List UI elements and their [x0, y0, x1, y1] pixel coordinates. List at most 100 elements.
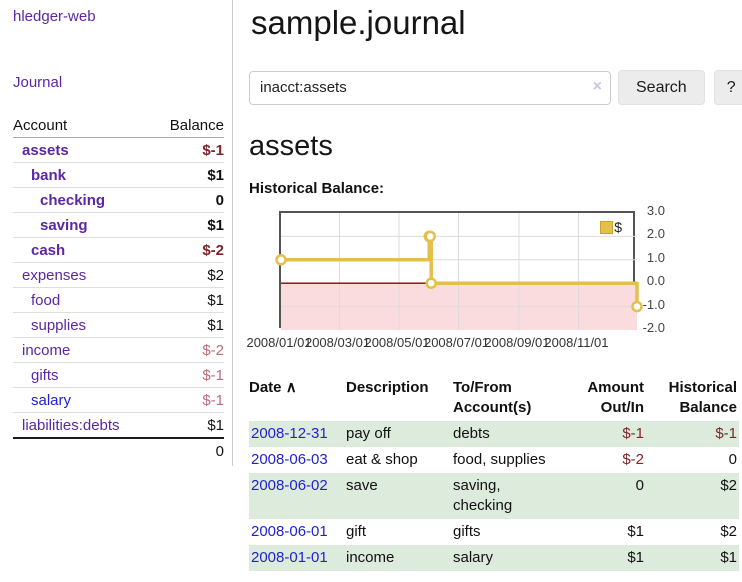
account-balance: $2 — [207, 267, 224, 284]
account-link-food[interactable]: food — [31, 292, 61, 309]
transaction-balance: $2 — [720, 523, 737, 540]
register-table: Date ∧ Description To/From Account(s) Am… — [249, 375, 739, 571]
account-row: assets $-1 — [13, 138, 224, 163]
account-balance: $1 — [207, 167, 224, 184]
transaction-date-link[interactable]: 2008-12-31 — [251, 425, 328, 442]
account-balance: $-1 — [202, 392, 224, 409]
account-link-supplies[interactable]: supplies — [31, 317, 87, 334]
register-row: 2008-01-01 income salary $1 $1 — [249, 545, 739, 571]
accounts-column-header: To/From Account(s) — [453, 379, 532, 416]
account-link-income[interactable]: income — [22, 342, 71, 359]
register-header-row: Date ∧ Description To/From Account(s) Am… — [249, 375, 739, 421]
transaction-balance: $2 — [720, 477, 737, 494]
chart-legend: $ — [600, 219, 622, 235]
account-link-expenses[interactable]: expenses — [22, 267, 87, 284]
transaction-date-link[interactable]: 2008-06-01 — [251, 523, 328, 540]
account-balance: $1 — [207, 317, 224, 334]
sidebar-nav: Journal — [13, 74, 224, 92]
account-row: liabilities:debts $1 — [13, 413, 224, 439]
accounts-table-header: Account Balance — [13, 113, 224, 138]
account-balance: $1 — [207, 292, 224, 309]
balance-chart: 3.0 2.0 1.0 0.0 -1.0 -2.0 $ 2008/01/01 2008/03… — [246, 203, 669, 354]
account-balance: $-2 — [202, 342, 224, 359]
x-axis-tick-label: 2008/03/01 — [304, 335, 371, 350]
transaction-balance: $-1 — [715, 425, 737, 442]
transaction-accounts: gifts — [453, 523, 481, 540]
sidebar: hledger-web Journal Account Balance asse… — [0, 0, 233, 466]
account-row: food $1 — [13, 288, 224, 313]
search-bar: × Search ? — [249, 70, 742, 105]
account-link-salary[interactable]: salary — [31, 392, 72, 409]
account-link-gifts[interactable]: gifts — [31, 367, 59, 384]
transaction-accounts: debts — [453, 425, 490, 442]
transaction-date-link[interactable]: 2008-01-01 — [251, 549, 328, 566]
transaction-date-link[interactable]: 2008-06-03 — [251, 451, 328, 468]
account-row: expenses $2 — [13, 263, 224, 288]
chart-title: Historical Balance: — [249, 180, 385, 197]
account-row: bank $1 — [13, 163, 224, 188]
legend-swatch-icon — [600, 220, 614, 234]
account-balance: $-2 — [202, 242, 224, 259]
account-balance: $1 — [207, 217, 224, 234]
transaction-accounts: salary — [453, 549, 494, 566]
account-row: supplies $1 — [13, 313, 224, 338]
transaction-description: save — [346, 477, 378, 494]
account-row: cash $-2 — [13, 238, 224, 263]
help-button[interactable]: ? — [713, 70, 742, 105]
chart-plot-area: $ — [275, 211, 643, 330]
transaction-amount: $1 — [627, 523, 644, 540]
account-link-cash[interactable]: cash — [31, 242, 66, 259]
x-axis-tick-label: 2008/09/01 — [484, 335, 550, 350]
account-link-liabilities-debts[interactable]: liabilities:debts — [22, 417, 120, 434]
transaction-amount: $-2 — [622, 451, 644, 468]
clear-search-icon[interactable]: × — [592, 77, 602, 95]
x-axis-tick-label: 2008/01/01 — [246, 335, 312, 350]
legend-label: $ — [614, 219, 622, 235]
transaction-description: pay off — [346, 425, 391, 442]
account-heading: assets — [249, 130, 333, 162]
account-row: saving $1 — [13, 213, 224, 238]
accounts-table: Account Balance assets $-1 bank $1 check… — [13, 113, 224, 463]
amount-column-header: Amount Out/In — [587, 379, 644, 416]
x-axis-tick-label: 2008/05/01 — [364, 335, 430, 350]
transaction-amount: 0 — [635, 477, 644, 494]
transaction-amount: $1 — [627, 549, 644, 566]
transaction-description: income — [346, 549, 395, 566]
register-row: 2008-12-31 pay off debts $-1 $-1 — [249, 421, 739, 447]
search-button[interactable]: Search — [618, 70, 705, 105]
account-link-saving[interactable]: saving — [40, 217, 88, 234]
transaction-description: gift — [346, 523, 367, 540]
y-axis-tick-label: 3.0 — [646, 203, 665, 218]
accounts-total-value: 0 — [215, 443, 224, 460]
transaction-accounts: food, supplies — [453, 451, 546, 468]
account-row: gifts $-1 — [13, 363, 224, 388]
account-link-checking[interactable]: checking — [40, 192, 106, 209]
account-balance: $-1 — [202, 367, 224, 384]
register-row: 2008-06-02 save saving, checking 0 $2 — [249, 473, 739, 519]
balance-column-header: Historical Balance — [668, 379, 737, 416]
sidebar-item-journal[interactable]: Journal — [13, 74, 63, 91]
x-axis-tick-label: 2008/07/01 — [423, 335, 490, 350]
account-balance: 0 — [215, 192, 224, 209]
y-axis-tick-label: -1.0 — [642, 296, 665, 312]
transaction-balance: $1 — [720, 549, 737, 566]
balance-column-header: Balance — [169, 117, 224, 134]
brand-link[interactable]: hledger-web — [13, 8, 96, 25]
page-title: sample.journal — [251, 4, 466, 41]
transaction-balance: 0 — [728, 451, 737, 468]
register-row: 2008-06-03 eat & shop food, supplies $-2… — [249, 447, 739, 473]
search-input[interactable] — [249, 70, 611, 105]
account-row: income $-2 — [13, 338, 224, 363]
description-column-header: Description — [346, 379, 429, 396]
transaction-date-link[interactable]: 2008-06-02 — [251, 477, 328, 494]
date-column-header[interactable]: Date ∧ — [249, 379, 297, 396]
main-content: sample.journal × Search ? assets Histori… — [233, 0, 742, 582]
accounts-total-row: 0 — [13, 439, 224, 463]
transaction-accounts: saving, checking — [453, 477, 513, 514]
y-axis-tick-label: 2.0 — [646, 226, 665, 242]
y-axis-tick-label: 1.0 — [646, 249, 665, 265]
account-link-bank[interactable]: bank — [31, 167, 67, 184]
account-link-assets[interactable]: assets — [22, 142, 69, 159]
app-brand: hledger-web — [13, 8, 224, 25]
